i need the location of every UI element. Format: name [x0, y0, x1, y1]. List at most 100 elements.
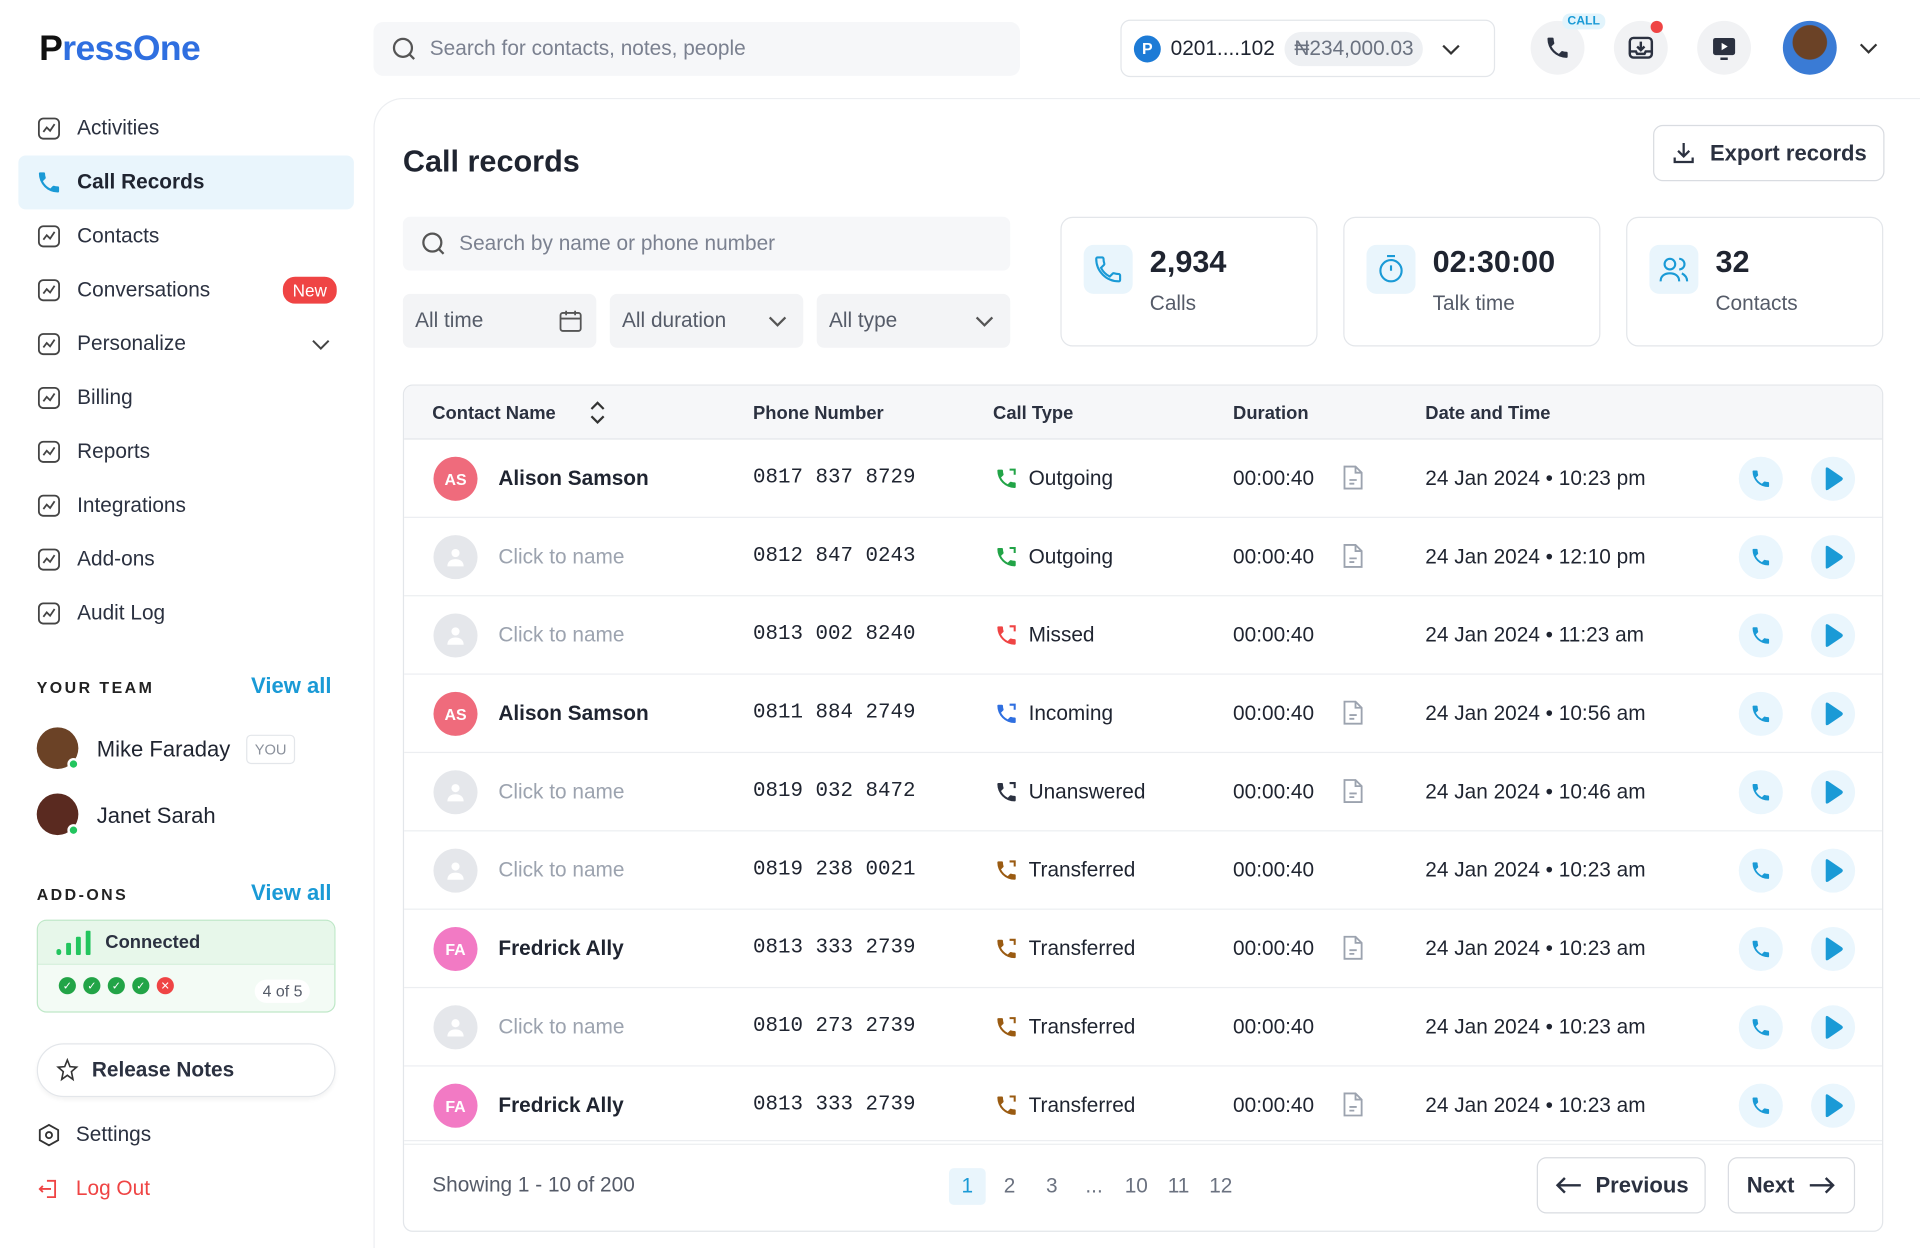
click-to-name-link[interactable]: Click to name — [498, 858, 625, 882]
contact-name[interactable]: Fredrick Ally — [498, 936, 624, 961]
duration-filter[interactable]: All duration — [609, 293, 804, 348]
click-to-name-link[interactable]: Click to name — [498, 780, 625, 804]
sidebar-item-billing[interactable]: Billing — [18, 371, 354, 425]
transcript-icon[interactable] — [1341, 778, 1365, 805]
table-row[interactable]: AS Alison Samson 0817 837 8729 Outgoing … — [404, 440, 1883, 518]
release-notes-button[interactable]: Release Notes — [36, 1043, 336, 1098]
page-11[interactable]: 11 — [1167, 1174, 1190, 1198]
call-back-button[interactable] — [1738, 456, 1783, 501]
page-12[interactable]: 12 — [1209, 1174, 1233, 1198]
call-back-button[interactable] — [1738, 535, 1783, 580]
sidebar-item-contacts[interactable]: Contacts — [18, 209, 354, 263]
sidebar-item-integrations[interactable]: Integrations — [18, 479, 354, 533]
phone-icon — [1752, 705, 1770, 723]
contact-avatar: AS — [433, 691, 478, 736]
outgoing-call-icon — [997, 546, 1016, 567]
transcript-icon[interactable] — [1341, 699, 1365, 726]
page-1[interactable]: 1 — [948, 1168, 986, 1205]
addons-view-all-link[interactable]: View all — [251, 880, 332, 905]
contact-avatar: AS — [433, 456, 478, 501]
chevron-down-icon[interactable] — [1855, 34, 1882, 61]
transcript-icon[interactable] — [1341, 542, 1365, 569]
downloads-button[interactable] — [1613, 20, 1668, 75]
logout-link[interactable]: Log Out — [37, 1177, 150, 1201]
click-to-name-link[interactable]: Click to name — [498, 544, 625, 569]
call-button[interactable]: CALL — [1530, 13, 1605, 75]
page-3[interactable]: 3 — [1046, 1174, 1058, 1198]
team-avatar — [36, 793, 80, 837]
addon-status: Connected — [105, 931, 201, 953]
page-10[interactable]: 10 — [1124, 1174, 1148, 1198]
activity-icon — [37, 117, 60, 140]
type-filter[interactable]: All type — [816, 293, 1011, 348]
team-view-all-link[interactable]: View all — [251, 673, 332, 698]
duration: 00:00:40 — [1233, 1015, 1315, 1039]
play-recording-button[interactable] — [1811, 770, 1856, 815]
sidebar-item-audit-log[interactable]: Audit Log — [18, 587, 354, 641]
duration: 00:00:40 — [1233, 780, 1315, 804]
outgoing-call-icon — [997, 468, 1016, 488]
play-recording-button[interactable] — [1811, 535, 1856, 580]
table-row[interactable]: Click to name 0819 032 8472 Unanswered 0… — [404, 753, 1883, 832]
date-time: 24 Jan 2024 • 10:23 am — [1425, 1093, 1646, 1117]
phone-icon — [1095, 256, 1122, 283]
time-filter[interactable]: All time — [402, 293, 597, 348]
call-back-button[interactable] — [1738, 848, 1783, 893]
table-row[interactable]: AS Alison Samson 0811 884 2749 Incoming … — [404, 675, 1883, 754]
transcript-icon[interactable] — [1341, 1091, 1365, 1118]
team-member-name[interactable]: Mike Faraday — [96, 737, 231, 762]
call-back-button[interactable] — [1738, 926, 1783, 972]
export-records-button[interactable]: Export records — [1653, 124, 1885, 182]
transcript-icon[interactable] — [1341, 464, 1365, 491]
contact-name[interactable]: Alison Samson — [498, 701, 649, 725]
pressone-logo[interactable]: PressOne — [39, 29, 201, 69]
sort-icon[interactable] — [585, 399, 609, 426]
play-recording-button[interactable] — [1811, 848, 1856, 893]
sidebar-item-personalize[interactable]: Personalize — [18, 317, 354, 371]
table-row[interactable]: Click to name 0812 847 0243 Outgoing 00:… — [404, 518, 1883, 597]
account-selector[interactable]: P 0201....102 ₦234,000.03 — [1120, 19, 1496, 78]
play-recording-button[interactable] — [1811, 926, 1856, 972]
page-2[interactable]: 2 — [1003, 1174, 1016, 1198]
call-back-button[interactable] — [1738, 1083, 1783, 1128]
duration: 00:00:40 — [1233, 701, 1315, 725]
transferred-call-icon — [997, 938, 1016, 959]
next-page-button[interactable]: Next — [1727, 1157, 1856, 1214]
user-avatar[interactable] — [1782, 20, 1837, 75]
table-row[interactable]: Click to name 0813 002 8240 Missed 00:00… — [404, 596, 1883, 675]
sidebar-item-conversations[interactable]: Conversations New — [18, 263, 354, 317]
global-search-input[interactable]: Search for contacts, notes, people — [373, 22, 1021, 76]
play-recording-button[interactable] — [1811, 456, 1856, 501]
sidebar-item-call-records[interactable]: Call Records — [18, 155, 354, 210]
phone-icon — [1752, 783, 1770, 801]
sidebar-item-activities[interactable]: Activities — [18, 102, 354, 156]
table-row[interactable]: Click to name 0810 273 2739 Transferred … — [404, 988, 1883, 1067]
team-member-name[interactable]: Janet Sarah — [96, 803, 216, 828]
play-recording-button[interactable] — [1811, 613, 1856, 658]
play-recording-button[interactable] — [1811, 691, 1856, 736]
table-row[interactable]: Click to name 0819 238 0021 Transferred … — [404, 831, 1883, 910]
date-time: 24 Jan 2024 • 10:23 am — [1425, 936, 1646, 961]
click-to-name-link[interactable]: Click to name — [498, 623, 625, 647]
records-search-input[interactable]: Search by name or phone number — [402, 216, 1011, 271]
sidebar-item-add-ons[interactable]: Add-ons — [18, 533, 354, 587]
call-back-button[interactable] — [1738, 691, 1783, 736]
contact-name[interactable]: Fredrick Ally — [498, 1093, 624, 1117]
transcript-icon[interactable] — [1341, 934, 1365, 961]
play-recording-button[interactable] — [1811, 1083, 1856, 1128]
sidebar-item-reports[interactable]: Reports — [18, 425, 354, 479]
play-recording-button[interactable] — [1811, 1005, 1856, 1050]
table-row[interactable]: FA Fredrick Ally 0813 333 2739 Transferr… — [404, 1067, 1883, 1145]
click-to-name-link[interactable]: Click to name — [498, 1015, 625, 1039]
call-back-button[interactable] — [1738, 613, 1783, 658]
contact-name[interactable]: Alison Samson — [498, 466, 649, 490]
previous-page-button[interactable]: Previous — [1536, 1157, 1706, 1214]
duration: 00:00:40 — [1233, 544, 1315, 569]
column-contact-name[interactable]: Contact Name — [432, 402, 556, 424]
call-back-button[interactable] — [1738, 770, 1783, 815]
settings-link[interactable]: Settings — [37, 1123, 151, 1147]
addons-status-card[interactable]: Connected ✓ ✓ ✓ ✓ ✕ 4 of 5 — [36, 919, 336, 1013]
table-row[interactable]: FA Fredrick Ally 0813 333 2739 Transferr… — [404, 910, 1883, 989]
call-back-button[interactable] — [1738, 1005, 1783, 1050]
video-tutorial-button[interactable] — [1697, 20, 1752, 75]
